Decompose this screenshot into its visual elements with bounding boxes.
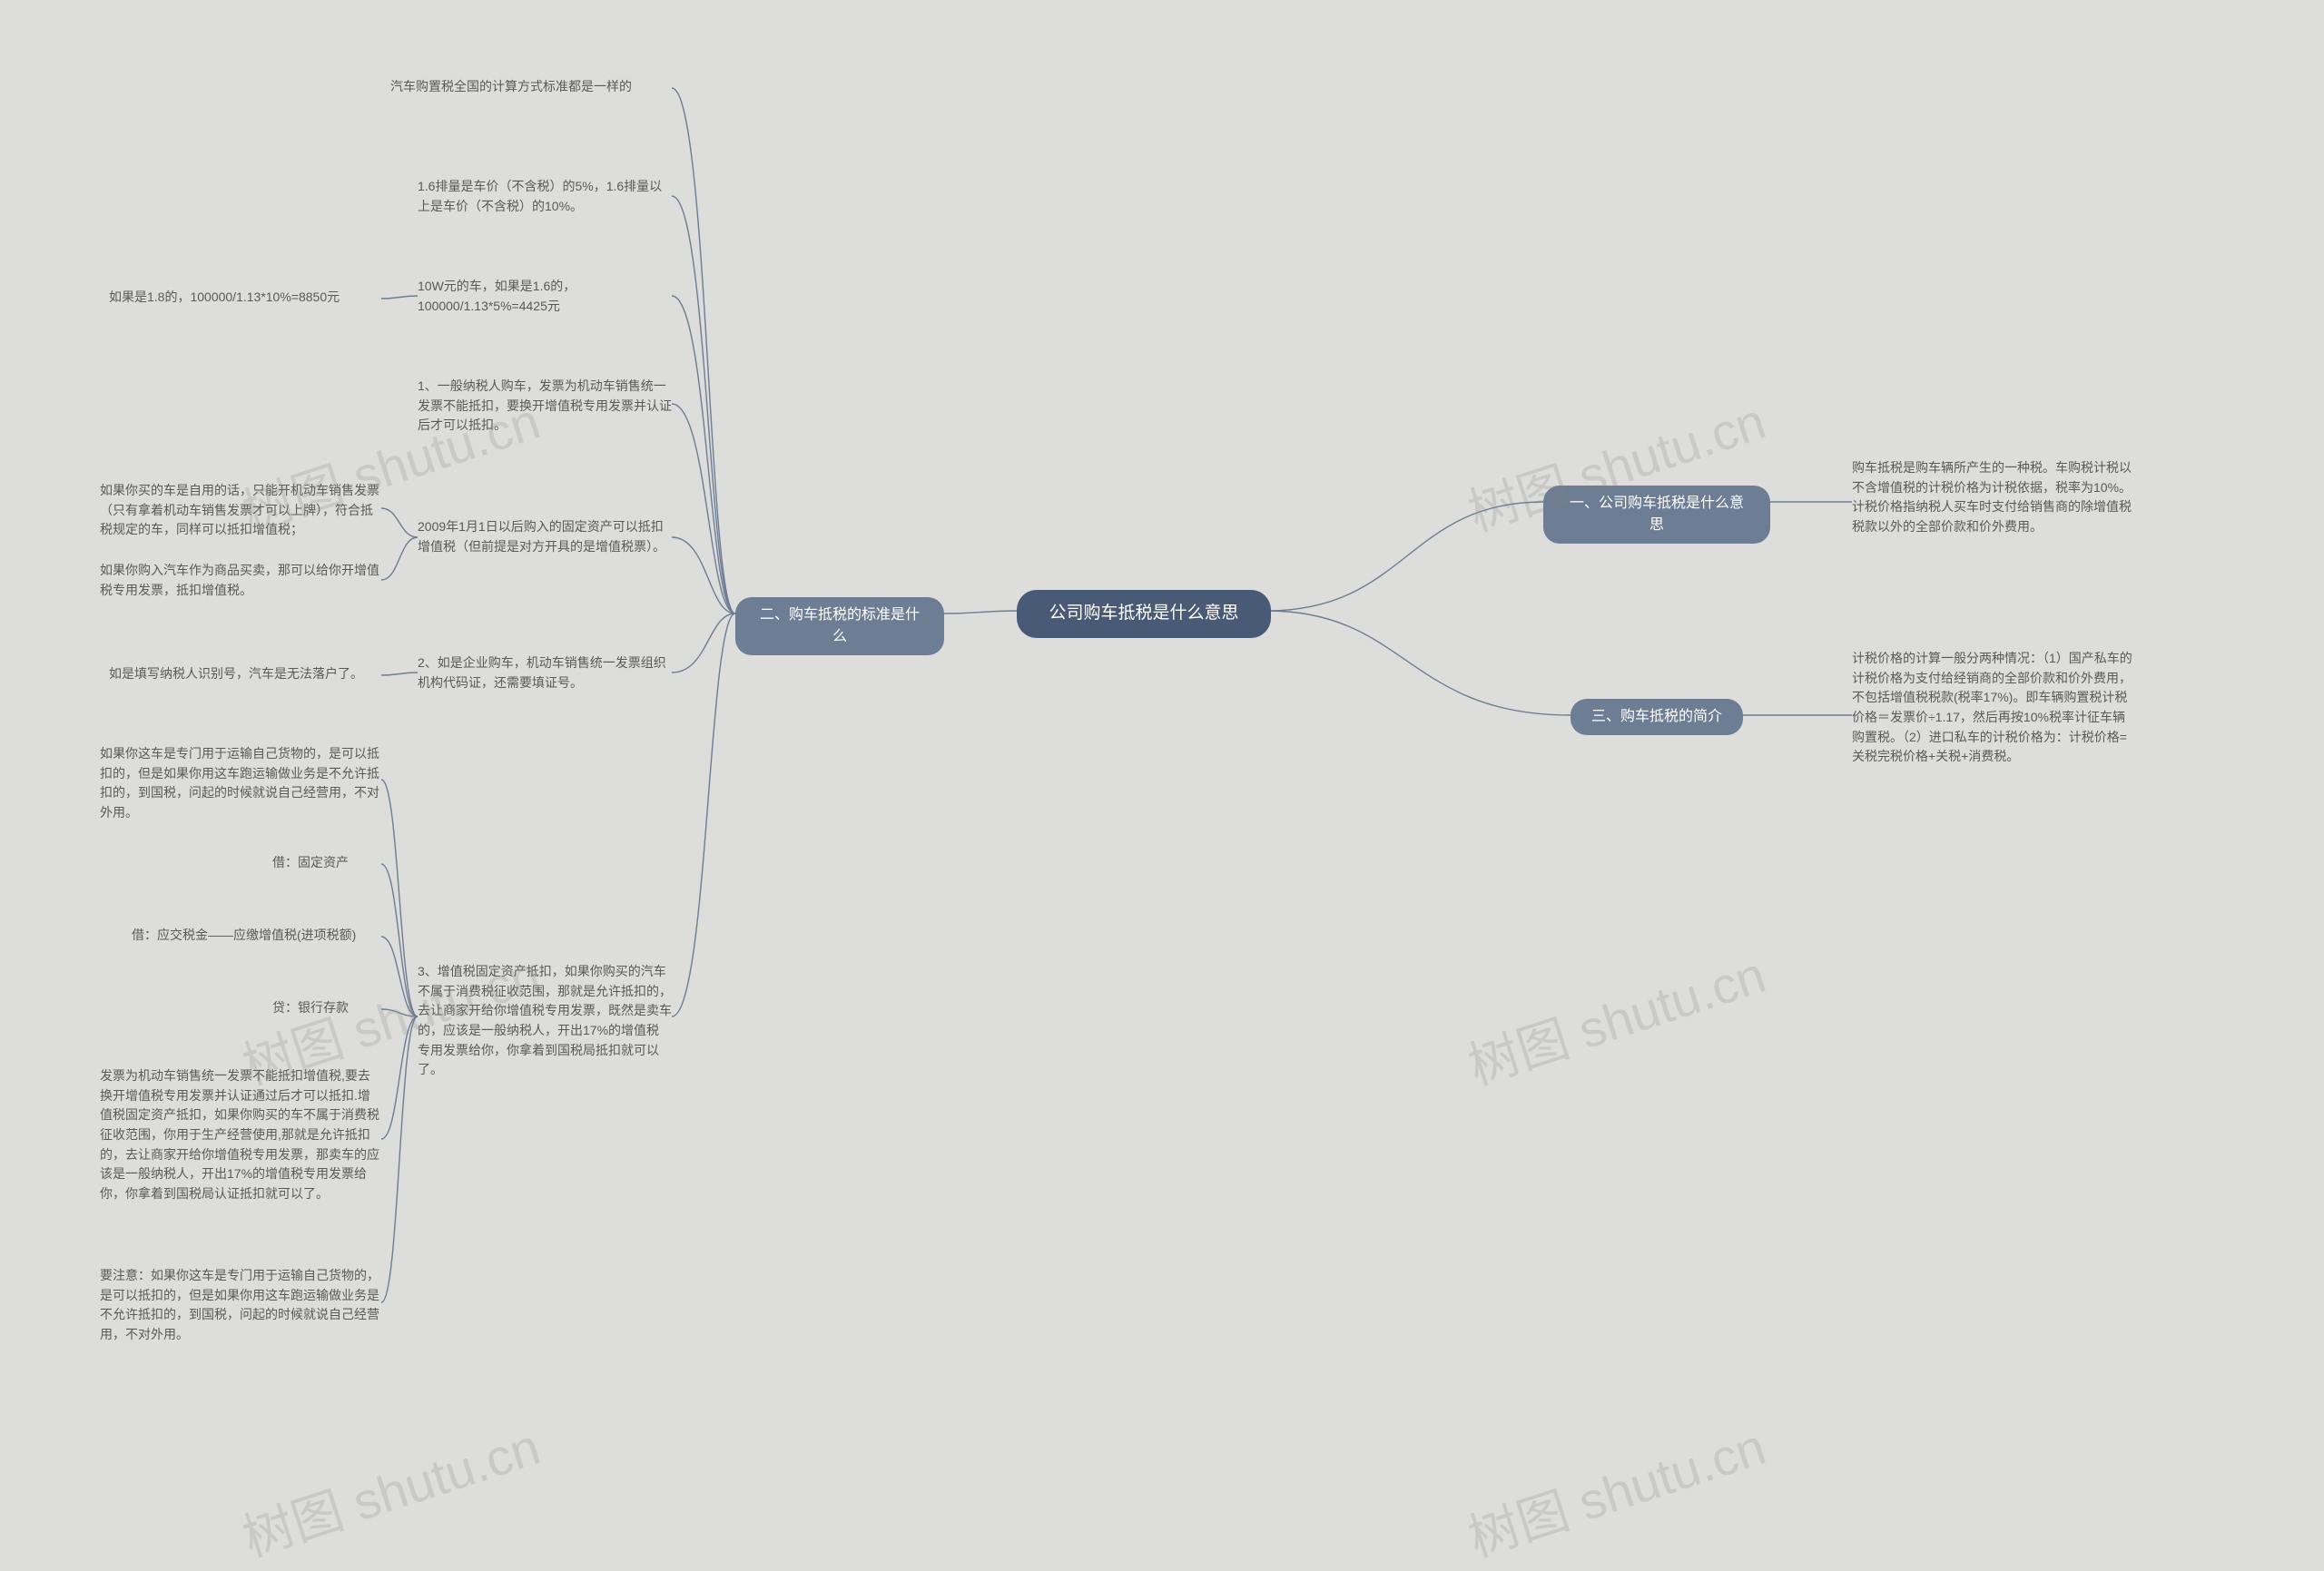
leaf-l-4-1: 如果你购入汽车作为商品买卖，那可以给你开增值税专用发票，抵扣增值税。 xyxy=(100,561,381,600)
watermark: 树图 shutu.cn xyxy=(232,1407,548,1571)
leaf-l-5-0: 如是填写纳税人识别号，汽车是无法落户了。 xyxy=(109,664,381,684)
leaf-right-2: 计税价格的计算一般分两种情况：（1）国产私车的计税价格为支付给经销商的全部价款和… xyxy=(1852,649,2133,767)
leaf-l-6-3: 贷：银行存款 xyxy=(272,998,381,1018)
leaf-l-3: 1、一般纳税人购车，发票为机动车销售统一发票不能抵扣，要换开增值税专用发票并认证… xyxy=(418,377,672,436)
leaf-right-1: 购车抵税是购车辆所产生的一种税。车购税计税以不含增值税的计税价格为计税依据，税率… xyxy=(1852,458,2133,537)
watermark: 树图 shutu.cn xyxy=(1458,935,1774,1100)
leaf-l-2: 10W元的车，如果是1.6的，100000/1.13*5%=4425元 xyxy=(418,277,672,316)
leaf-l-6-2: 借：应交税金——应缴增值税(进项税额) xyxy=(132,926,386,946)
leaf-l-0: 汽车购置税全国的计算方式标准都是一样的 xyxy=(390,77,672,97)
branch-right-2[interactable]: 三、购车抵税的简介 xyxy=(1571,699,1743,735)
leaf-l-2-0: 如果是1.8的，100000/1.13*10%=8850元 xyxy=(109,288,381,308)
branch-right-1[interactable]: 一、公司购车抵税是什么意思 xyxy=(1543,486,1770,544)
leaf-l-5: 2、如是企业购车，机动车销售统一发票组织机构代码证，还需要填证号。 xyxy=(418,653,672,692)
leaf-l-6-5: 要注意：如果你这车是专门用于运输自己货物的，是可以抵扣的，但是如果你用这车跑运输… xyxy=(100,1266,381,1345)
watermark: 树图 shutu.cn xyxy=(1458,1407,1774,1571)
leaf-l-4-0: 如果你买的车是自用的话，只能开机动车销售发票（只有拿着机动车销售发票才可以上牌）… xyxy=(100,481,381,540)
leaf-l-6-0: 如果你这车是专门用于运输自己货物的，是可以抵扣的，但是如果你用这车跑运输做业务是… xyxy=(100,744,381,823)
leaf-l-6-1: 借：固定资产 xyxy=(272,853,381,873)
leaf-l-6: 3、增值税固定资产抵扣，如果你购买的汽车不属于消费税征收范围，那就是允许抵扣的，… xyxy=(418,962,672,1080)
branch-left[interactable]: 二、购车抵税的标准是什么 xyxy=(735,597,944,655)
leaf-l-6-4: 发票为机动车销售统一发票不能抵扣增值税,要去换开增值税专用发票并认证通过后才可以… xyxy=(100,1066,381,1204)
mindmap-root[interactable]: 公司购车抵税是什么意思 xyxy=(1017,590,1271,638)
leaf-l-1: 1.6排量是车价（不含税）的5%，1.6排量以上是车价（不含税）的10%。 xyxy=(418,177,672,216)
leaf-l-4: 2009年1月1日以后购入的固定资产可以抵扣增值税（但前提是对方开具的是增值税票… xyxy=(418,517,672,556)
